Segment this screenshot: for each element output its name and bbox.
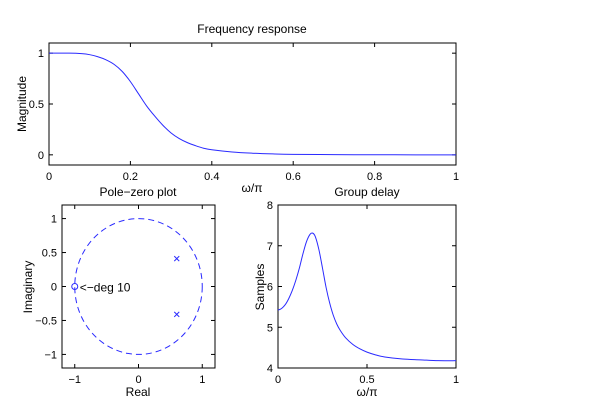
- gd-series-line: [277, 232, 457, 362]
- pole-zero-xlabel: Real: [126, 385, 151, 399]
- gd-ytick-label: 4: [267, 363, 273, 375]
- freq-xtick-label: 0: [46, 171, 52, 183]
- pole-marker: [173, 255, 180, 262]
- pole-zero-title: Pole−zero plot: [99, 185, 177, 199]
- gd-xtick-label: 0.5: [359, 374, 374, 386]
- zero-annotation: <−deg 10: [80, 281, 131, 295]
- freq-xtick-label: 1: [453, 171, 459, 183]
- group-delay-xlabel: ω/π: [357, 385, 378, 399]
- freq-ytick-label: 1: [38, 48, 44, 60]
- freq-xtick-label: 0.6: [286, 171, 301, 183]
- group-delay-title: Group delay: [334, 185, 399, 199]
- frequency-response-ylabel: Magnitude: [15, 76, 29, 132]
- pz-xtick-label: 0: [135, 374, 141, 386]
- pz-ytick-label: −0.5: [35, 315, 57, 327]
- pole-zero-ylabel: Imaginary: [21, 261, 35, 314]
- freq-xtick-label: 0.8: [367, 171, 382, 183]
- gd-ytick-label: 8: [267, 200, 273, 212]
- pz-ytick-label: 0.5: [42, 248, 57, 260]
- pz-xtick-label: −1: [68, 374, 81, 386]
- pz-xtick-label: 1: [199, 374, 205, 386]
- freq-ytick-label: 0: [38, 150, 44, 162]
- pz-ytick-label: 0: [51, 282, 57, 294]
- gd-xtick-label: 0: [275, 374, 281, 386]
- pole-marker: [173, 311, 180, 318]
- freq-xtick-label: 0.2: [123, 171, 138, 183]
- pole-marker-stroke: [173, 255, 180, 262]
- gd-xtick-label: 1: [453, 374, 459, 386]
- unit-circle: [74, 218, 203, 355]
- pz-ytick-label: 1: [51, 214, 57, 226]
- gd-ytick-label: 6: [267, 282, 273, 294]
- freq-series-line: [48, 52, 457, 156]
- gd-ytick-label: 7: [267, 241, 273, 253]
- gd-ytick-label: 5: [267, 322, 273, 334]
- freq-ytick-label: 0.5: [29, 99, 44, 111]
- frequency-response-title: Frequency response: [197, 22, 307, 36]
- group-delay-axes: Group delay ω/π Samples 0 0.5 1 4 5 6 7 8: [253, 185, 459, 399]
- zero-marker: [71, 283, 79, 290]
- pole-zero-axes: Pole−zero plot Real Imaginary −1 0 1 −1 −0.5…: [21, 185, 216, 399]
- group-delay-ylabel: Samples: [253, 264, 267, 311]
- freq-xtick-label: 0.4: [204, 171, 219, 183]
- frequency-response-axes: Frequency response ω/π Magnitude 0 0.2 0.4…: [15, 22, 459, 195]
- pole-marker-stroke: [173, 311, 180, 318]
- gd-axes-box: [277, 204, 457, 369]
- frequency-response-xlabel: ω/π: [242, 181, 263, 195]
- pz-ytick-label: −1: [44, 349, 57, 361]
